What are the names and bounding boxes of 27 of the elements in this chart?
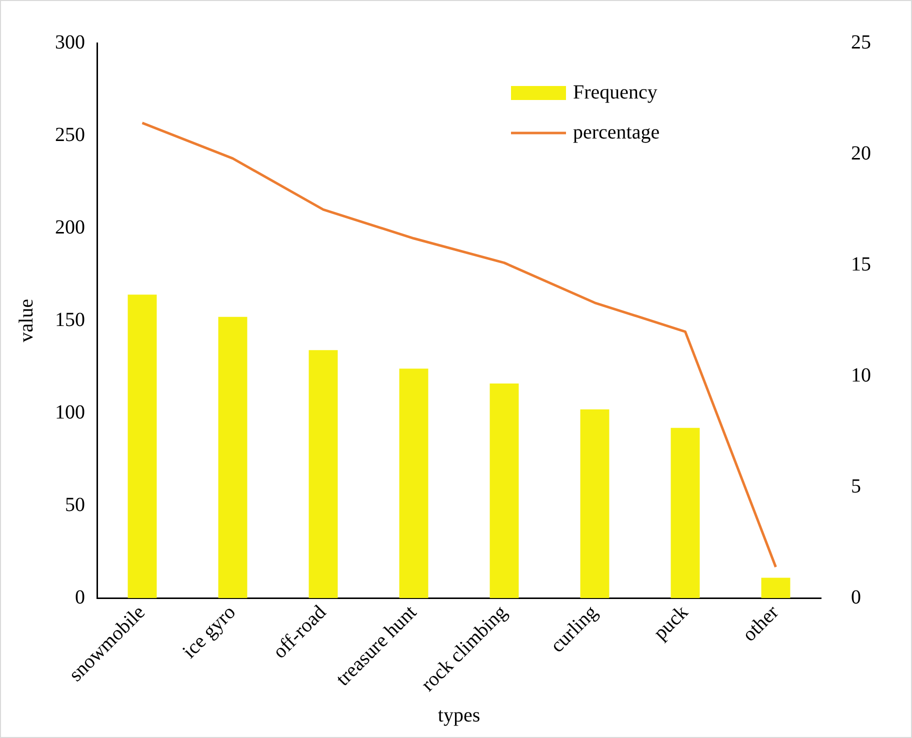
- bar: [490, 383, 519, 598]
- bar: [308, 350, 338, 598]
- bar: [580, 409, 610, 598]
- y-tick-label: 300: [55, 31, 85, 54]
- y-tick-label: 200: [55, 216, 85, 238]
- y-axis-title: value: [15, 298, 38, 342]
- y2-tick-label: 25: [851, 31, 871, 54]
- y2-tick-label: 15: [851, 253, 871, 276]
- y2-tick-label: 10: [851, 364, 871, 386]
- legend-label: percentage: [573, 121, 660, 144]
- y-tick-label: 250: [55, 124, 85, 146]
- bar: [128, 294, 157, 598]
- legend-label: Frequency: [573, 81, 658, 104]
- bar: [399, 368, 428, 598]
- y-tick-label: 50: [65, 494, 85, 516]
- y2-tick-label: 5: [851, 475, 861, 498]
- y-tick-label: 150: [55, 308, 85, 331]
- x-tick-label: ice gyro: [178, 601, 240, 663]
- x-axis-title: types: [438, 704, 480, 726]
- bar: [218, 316, 248, 598]
- bar: [761, 578, 790, 598]
- bar: [670, 428, 700, 598]
- x-tick-label: other: [738, 601, 784, 646]
- y2-tick-label: 20: [851, 142, 871, 164]
- y2-tick-label: 0: [851, 586, 861, 608]
- y-tick-label: 100: [55, 401, 85, 424]
- y-tick-label: 0: [75, 586, 85, 608]
